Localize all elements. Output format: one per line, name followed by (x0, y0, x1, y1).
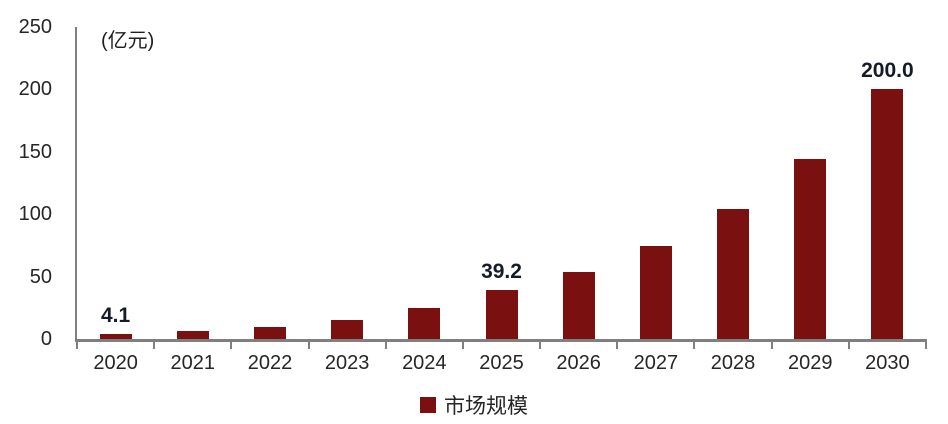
x-axis-tick (153, 342, 156, 349)
x-axis-tick (307, 342, 310, 349)
y-tick-label: 0 (40, 328, 52, 350)
bar-2027 (639, 245, 672, 339)
x-tick-label-2024: 2024 (402, 352, 447, 374)
y-tick-label: 150 (18, 140, 52, 163)
y-tick-label: 50 (29, 265, 52, 288)
x-tick-label-2020: 2020 (93, 352, 138, 374)
x-axis-tick (76, 342, 78, 349)
x-tick-label-2021: 2021 (170, 352, 216, 374)
bar-2029 (794, 159, 827, 339)
x-axis-tick (384, 342, 387, 349)
x-tick-label-2028: 2028 (710, 352, 756, 374)
bar-value-label-2020: 4.1 (100, 303, 131, 327)
bar-2030 (871, 89, 904, 339)
legend: 市场规模 (0, 390, 948, 420)
y-tick-label: 100 (18, 203, 52, 226)
x-axis-line (75, 339, 927, 342)
bar-value-label-2025: 39.2 (481, 260, 522, 284)
x-tick-label-2023: 2023 (324, 352, 370, 374)
x-axis-tick (461, 342, 464, 349)
x-axis-tick (770, 342, 773, 349)
x-axis-tick (925, 342, 927, 349)
y-axis-unit-label: (亿元) (101, 30, 155, 52)
legend-label: 市场规模 (444, 395, 528, 418)
x-tick-label-2025: 2025 (479, 352, 524, 374)
x-tick-label-2030: 2030 (865, 352, 910, 374)
y-axis-line (75, 27, 77, 342)
x-tick-label-2022: 2022 (247, 352, 293, 374)
bar-2022 (253, 326, 286, 339)
legend-swatch (420, 397, 436, 413)
bar-2021 (176, 331, 209, 339)
bar-2024 (408, 308, 441, 339)
x-tick-label-2026: 2026 (556, 352, 601, 374)
y-tick-label: 250 (18, 16, 52, 38)
x-axis-tick (230, 342, 233, 349)
x-tick-label-2027: 2027 (633, 352, 679, 374)
bar-2025 (485, 290, 518, 339)
bar-2028 (717, 209, 750, 339)
x-axis-tick (847, 342, 850, 349)
x-axis-tick (693, 342, 696, 349)
bar-2023 (331, 319, 364, 339)
x-axis-tick (539, 342, 542, 349)
x-tick-label-2029: 2029 (787, 352, 833, 374)
x-axis-tick (616, 342, 619, 349)
bar-2020 (99, 333, 132, 339)
bar-value-label-2030: 200.0 (861, 59, 914, 83)
bar-2026 (562, 271, 595, 339)
y-tick-label: 200 (18, 78, 52, 101)
